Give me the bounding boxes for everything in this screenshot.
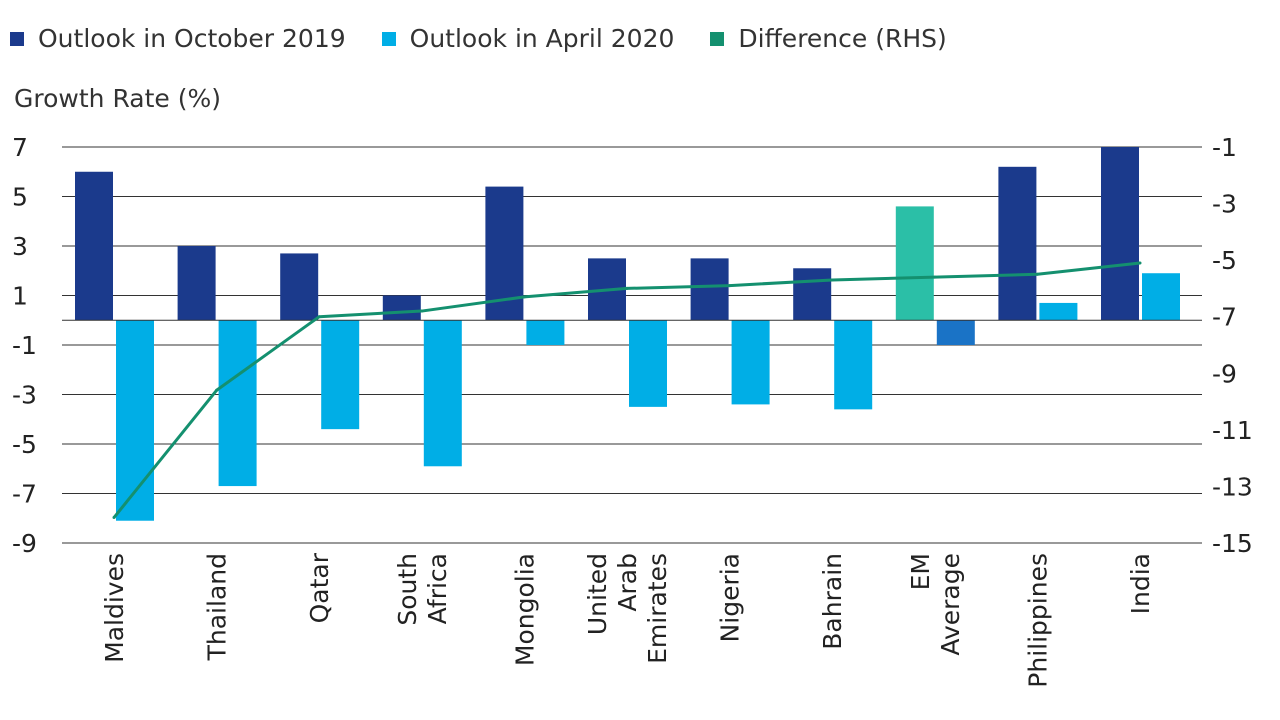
difference-point [112,516,116,520]
x-tick-label: India [1126,553,1155,614]
difference-point [522,295,526,299]
difference-point [625,286,629,290]
x-tick-label-line: Philippines [1023,553,1052,688]
x-tick-label-line: Thailand [203,553,232,661]
x-tick-label-line: United [583,553,612,635]
bar-apr2020 [116,320,154,521]
difference-point [1138,261,1142,265]
x-tick-label-line: Qatar [305,552,334,623]
bar-apr2020 [321,320,360,430]
x-tick-label: Mongolia [510,553,539,666]
bar-oct2019 [382,295,421,321]
difference-point [317,315,321,319]
bar-oct2019 [75,171,113,321]
bar-oct2019 [895,206,934,321]
y2-tick-label: -9 [1212,359,1237,388]
y-tick-label: -9 [12,529,37,558]
x-tick-label-line: Emirates [643,553,672,664]
y2-tick-label: -15 [1212,529,1253,558]
y-tick-label: 7 [12,133,28,162]
y-tick-label: 3 [12,232,28,261]
x-tick-label-line: EM [906,553,935,590]
legend-swatch-diff [710,31,725,46]
difference-point [728,284,732,288]
bar-apr2020 [218,320,257,487]
y-tick-label: 5 [12,183,28,212]
y-axis-title: Growth Rate (%) [14,84,221,113]
y-tick-label: -1 [12,331,37,360]
y-tick-label: 1 [12,282,28,311]
y2-tick-label: -3 [1212,190,1237,219]
legend-item-apr2020: Outlook in April 2020 [381,24,675,53]
difference-point [215,388,219,392]
legend-label-apr2020: Outlook in April 2020 [409,24,675,53]
difference-point [933,275,937,279]
bar-oct2019 [1101,147,1139,321]
bar-apr2020 [731,320,770,405]
y2-tick-label: -7 [1212,303,1237,332]
y2-tick-label: -1 [1212,133,1237,162]
legend-swatch-oct2019 [10,31,24,46]
difference-point [420,309,424,313]
y-tick-label: -3 [12,381,37,410]
x-tick-label-line: Mongolia [510,553,539,666]
x-tick-label: Thailand [203,553,232,661]
x-tick-label: EMAverage [906,553,965,656]
bar-apr2020 [423,320,462,467]
x-tick-label: Maldives [100,553,129,663]
x-tick-label: Qatar [305,552,334,623]
legend-swatch-apr2020 [381,31,396,46]
x-tick-label: Bahrain [818,553,847,650]
y2-tick-label: -13 [1212,472,1253,501]
bar-oct2019 [998,166,1037,321]
bar-oct2019 [177,246,216,321]
x-tick-label-line: Arab [613,553,642,612]
legend: Outlook in October 2019 Outlook in April… [10,24,983,53]
x-tick-label: Philippines [1023,553,1052,688]
bar-apr2020 [1142,273,1180,321]
y2-tick-label: -5 [1212,246,1237,275]
x-tick-label-line: India [1126,553,1155,614]
bar-oct2019 [793,268,832,321]
legend-item-oct2019: Outlook in October 2019 [10,24,346,53]
bar-apr2020 [1039,302,1078,321]
y2-tick-label: -11 [1212,416,1253,445]
x-tick-label-line: Bahrain [818,553,847,650]
difference-point [830,278,834,282]
x-tick-label: SouthAfrica [393,553,452,626]
bar-apr2020 [629,320,667,407]
x-tick-label-line: Average [936,553,965,656]
bar-apr2020 [526,320,565,345]
x-tick-label: Nigeria [716,553,745,642]
x-tick-label: UnitedArabEmirates [583,553,672,664]
bar-apr2020 [936,320,975,345]
y-tick-label: -7 [12,480,37,509]
difference-line [112,261,1141,519]
x-tick-label-line: Nigeria [716,553,745,642]
difference-point [1035,272,1039,276]
legend-label-oct2019: Outlook in October 2019 [38,24,346,53]
y-tick-label: -5 [12,430,37,459]
bar-apr2020 [834,320,873,410]
x-tick-label-line: Maldives [100,553,129,663]
x-tick-label-line: South [393,553,422,626]
legend-item-diff: Difference (RHS) [710,24,947,53]
x-tick-label-line: Africa [423,553,452,624]
bar-oct2019 [690,258,729,321]
bar-oct2019 [280,253,319,321]
legend-label-diff: Difference (RHS) [738,24,947,53]
